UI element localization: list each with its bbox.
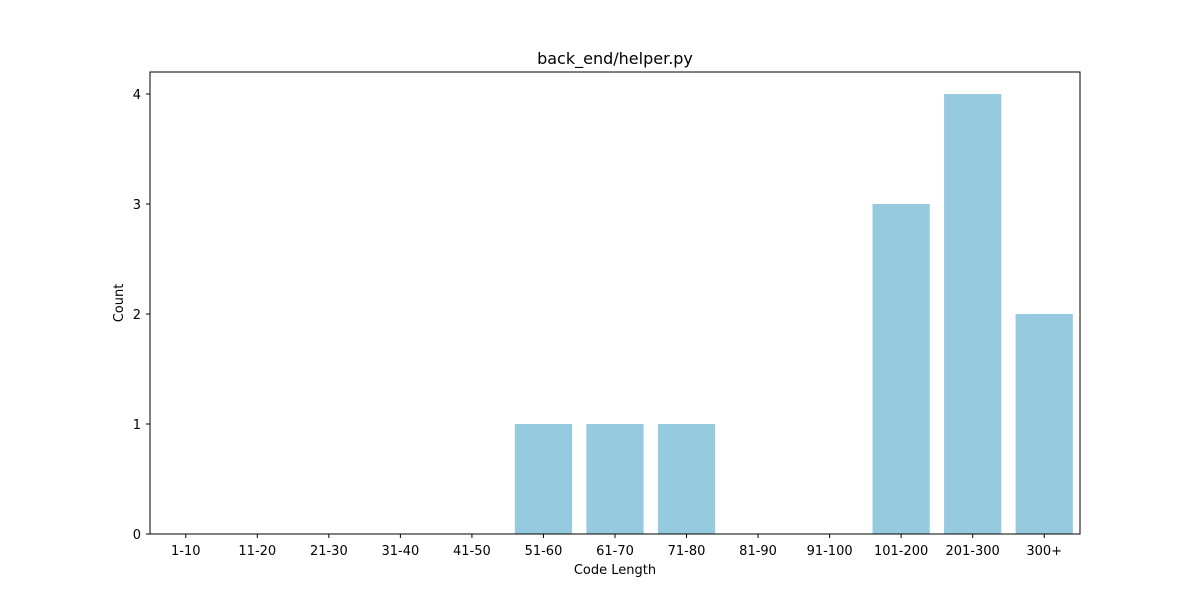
- x-tick-label: 41-50: [453, 544, 491, 559]
- y-tick-label: 4: [133, 88, 141, 103]
- chart-title: back_end/helper.py: [537, 49, 693, 69]
- x-tick-label: 31-40: [381, 544, 419, 559]
- bar-300+: [1015, 314, 1073, 534]
- y-tick-label: 1: [133, 418, 141, 433]
- bars-group: [514, 94, 1073, 534]
- bar-71-80: [657, 424, 716, 534]
- x-axis-label: Code Length: [574, 563, 656, 578]
- x-tick-label: 101-200: [874, 544, 928, 559]
- x-tick-label: 91-100: [807, 544, 853, 559]
- x-axis-ticks: 1-10 11-20 21-30 31-40 41-50 51-60 61-70 71-80 8…: [171, 534, 1062, 559]
- bar-101-200: [872, 204, 930, 534]
- bar-201-300: [944, 94, 1002, 534]
- x-tick-label: 51-60: [525, 544, 563, 559]
- y-tick-label: 0: [133, 528, 141, 543]
- y-tick-label: 2: [133, 308, 141, 323]
- x-tick-label: 300+: [1026, 544, 1062, 559]
- x-tick-label: 21-30: [310, 544, 348, 559]
- x-tick-label: 11-20: [238, 544, 276, 559]
- x-tick-label: 1-10: [171, 544, 201, 559]
- y-axis-ticks: 0 1 2 3 4: [133, 88, 150, 543]
- plot-frame: [149, 71, 1081, 535]
- y-tick-label: 3: [133, 198, 141, 213]
- x-tick-label: 61-70: [596, 544, 634, 559]
- x-tick-label: 71-80: [668, 544, 706, 559]
- bar-51-60: [514, 424, 573, 534]
- y-axis-label: Count: [112, 284, 127, 323]
- bar-61-70: [586, 424, 644, 534]
- x-tick-label: 81-90: [739, 544, 777, 559]
- x-tick-label: 201-300: [946, 544, 1000, 559]
